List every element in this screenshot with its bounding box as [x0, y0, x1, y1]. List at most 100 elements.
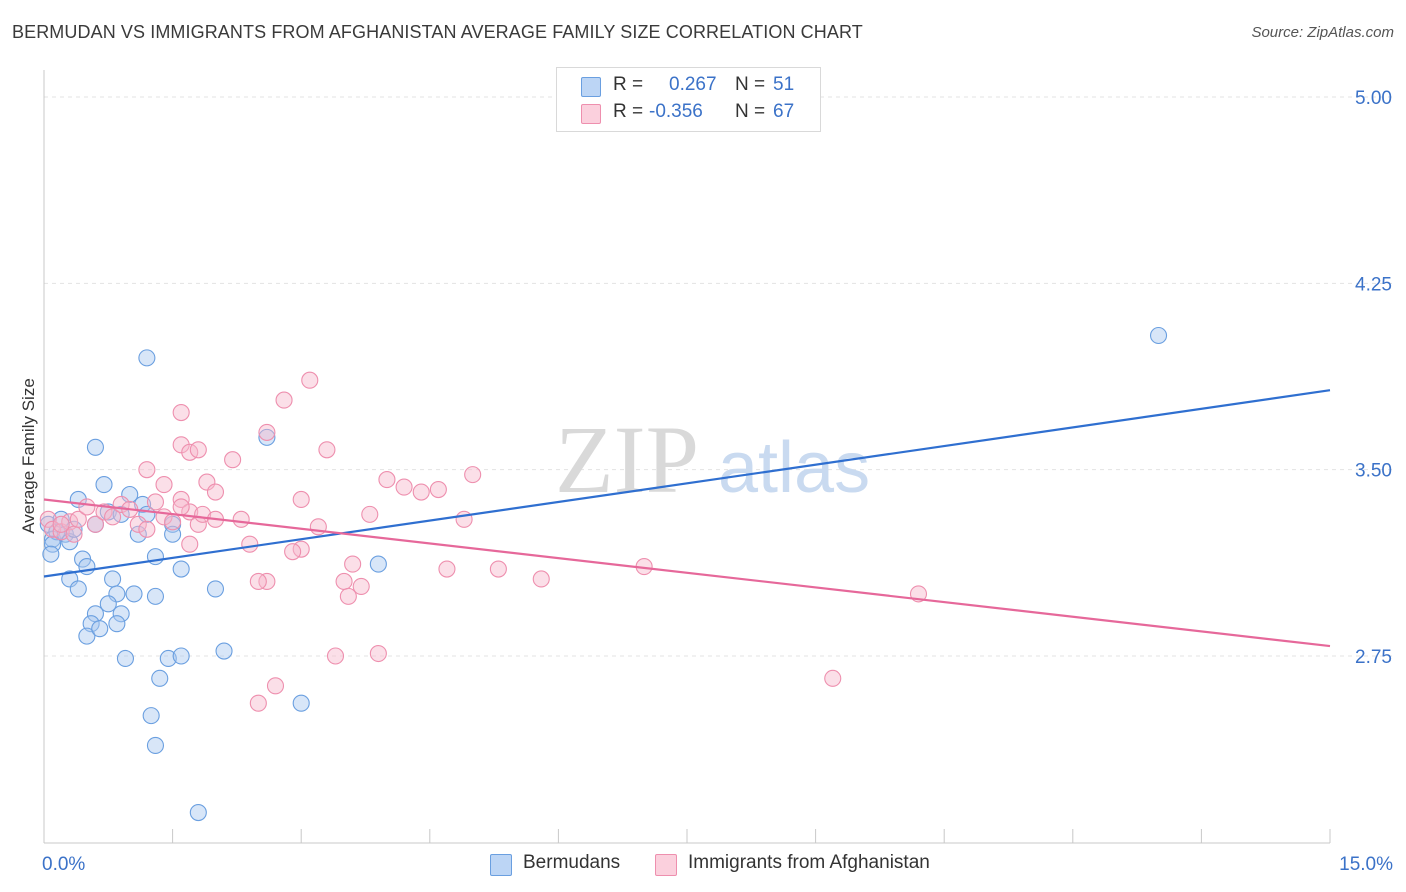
source-label: Source: ZipAtlas.com [1251, 24, 1394, 41]
point-afghanistan [335, 572, 353, 591]
bottom-legend-label-bermudans: Bermudans [523, 852, 621, 873]
point-afghanistan [489, 560, 507, 578]
point-afghanistan [532, 570, 550, 588]
point-afghanistan [361, 505, 379, 523]
point-afghanistan [369, 644, 387, 663]
correlation-legend: R = 0.267 N = 51 R = -0.356 N = 67 [556, 67, 821, 132]
axis-labels: 2.75 3.50 4.25 5.00 0.0% 15.0% Average Family … [19, 88, 1393, 875]
trend-line-afghanistan [43, 498, 1331, 648]
point-bermudans [159, 649, 177, 668]
legend-r-label: R = [613, 101, 644, 122]
point-bermudans [116, 649, 134, 668]
chart-title: BERMUDAN VS IMMIGRANTS FROM AFGHANISTAN … [12, 22, 863, 42]
watermark: ZIP atlas [555, 406, 870, 513]
point-afghanistan [318, 441, 336, 459]
point-bermudans [172, 647, 190, 665]
point-afghanistan [301, 371, 319, 389]
point-afghanistan [241, 535, 259, 553]
legend-swatch-bermudans [581, 77, 601, 97]
point-afghanistan [104, 508, 122, 526]
point-bermudans [146, 736, 165, 754]
point-afghanistan [78, 498, 96, 516]
point-bermudans [125, 585, 143, 603]
point-afghanistan [69, 510, 87, 528]
y-axis-label: Average Family Size [19, 378, 38, 534]
x-tick-label-max: 15.0% [1339, 854, 1393, 875]
point-bermudans [206, 580, 225, 598]
point-afghanistan [326, 647, 345, 665]
point-bermudans [69, 580, 87, 598]
point-bermudans [42, 545, 60, 563]
point-afghanistan [395, 478, 413, 496]
point-bermudans [112, 605, 130, 623]
point-afghanistan [138, 461, 156, 479]
point-afghanistan [138, 520, 156, 538]
point-bermudans [164, 525, 182, 543]
point-afghanistan [292, 490, 310, 509]
point-afghanistan [412, 483, 430, 501]
point-bermudans [108, 615, 126, 633]
point-afghanistan [181, 535, 199, 553]
point-afghanistan [275, 391, 293, 409]
y-tick-label: 3.50 [1355, 461, 1392, 482]
y-tick-label: 2.75 [1355, 647, 1392, 668]
point-afghanistan [824, 669, 842, 687]
point-afghanistan [249, 572, 267, 591]
point-afghanistan [438, 560, 456, 578]
point-afghanistan [129, 515, 147, 533]
data-points [39, 326, 1168, 822]
point-bermudans [258, 428, 276, 446]
point-afghanistan [429, 480, 447, 499]
point-afghanistan [164, 513, 182, 531]
legend-n-value: 67 [773, 101, 795, 122]
point-afghanistan [224, 451, 242, 469]
point-bermudans [1149, 326, 1168, 345]
point-afghanistan [464, 466, 482, 484]
bottom-legend-swatch-bermudans [490, 854, 512, 876]
point-afghanistan [86, 515, 104, 533]
point-afghanistan [339, 587, 357, 605]
point-bermudans [138, 349, 156, 367]
point-bermudans [129, 525, 147, 543]
point-afghanistan [249, 694, 267, 712]
point-bermudans [215, 642, 233, 660]
point-bermudans [95, 476, 113, 494]
point-bermudans [146, 587, 165, 605]
point-afghanistan [344, 555, 362, 573]
bottom-legend-label-afghanistan: Immigrants from Afghanistan [688, 852, 930, 873]
point-afghanistan [266, 677, 285, 695]
point-afghanistan [206, 483, 225, 501]
axes [43, 70, 1331, 844]
legend-r-value: -0.356 [649, 101, 703, 122]
bottom-legend-swatch-afghanistan [655, 854, 677, 876]
point-bermudans [369, 555, 387, 573]
point-bermudans [142, 707, 160, 725]
point-bermudans [104, 570, 122, 588]
point-afghanistan [258, 572, 276, 591]
point-bermudans [189, 803, 207, 822]
point-afghanistan [189, 441, 207, 459]
point-bermudans [78, 627, 96, 645]
legend-swatch-afghanistan [581, 104, 601, 124]
trend-line-bermudans [43, 389, 1331, 578]
watermark-zip: ZIP [555, 406, 699, 513]
y-tick-label: 5.00 [1355, 88, 1392, 109]
point-bermudans [99, 595, 117, 613]
grid-lines [44, 96, 1395, 657]
point-afghanistan [258, 423, 276, 441]
point-afghanistan [232, 510, 250, 528]
point-bermudans [292, 694, 310, 712]
point-bermudans [86, 438, 104, 456]
point-bermudans [172, 560, 190, 578]
point-bermudans [91, 620, 109, 638]
legend-r-value: 0.267 [669, 74, 717, 95]
point-afghanistan [378, 471, 396, 489]
x-tick-label-min: 0.0% [42, 854, 85, 875]
legend-r-label: R = [613, 74, 644, 95]
point-afghanistan [39, 510, 57, 528]
trend-lines [43, 389, 1331, 648]
point-bermudans [151, 669, 169, 687]
y-tick-label: 4.25 [1355, 274, 1392, 295]
legend-n-value: 51 [773, 74, 795, 95]
